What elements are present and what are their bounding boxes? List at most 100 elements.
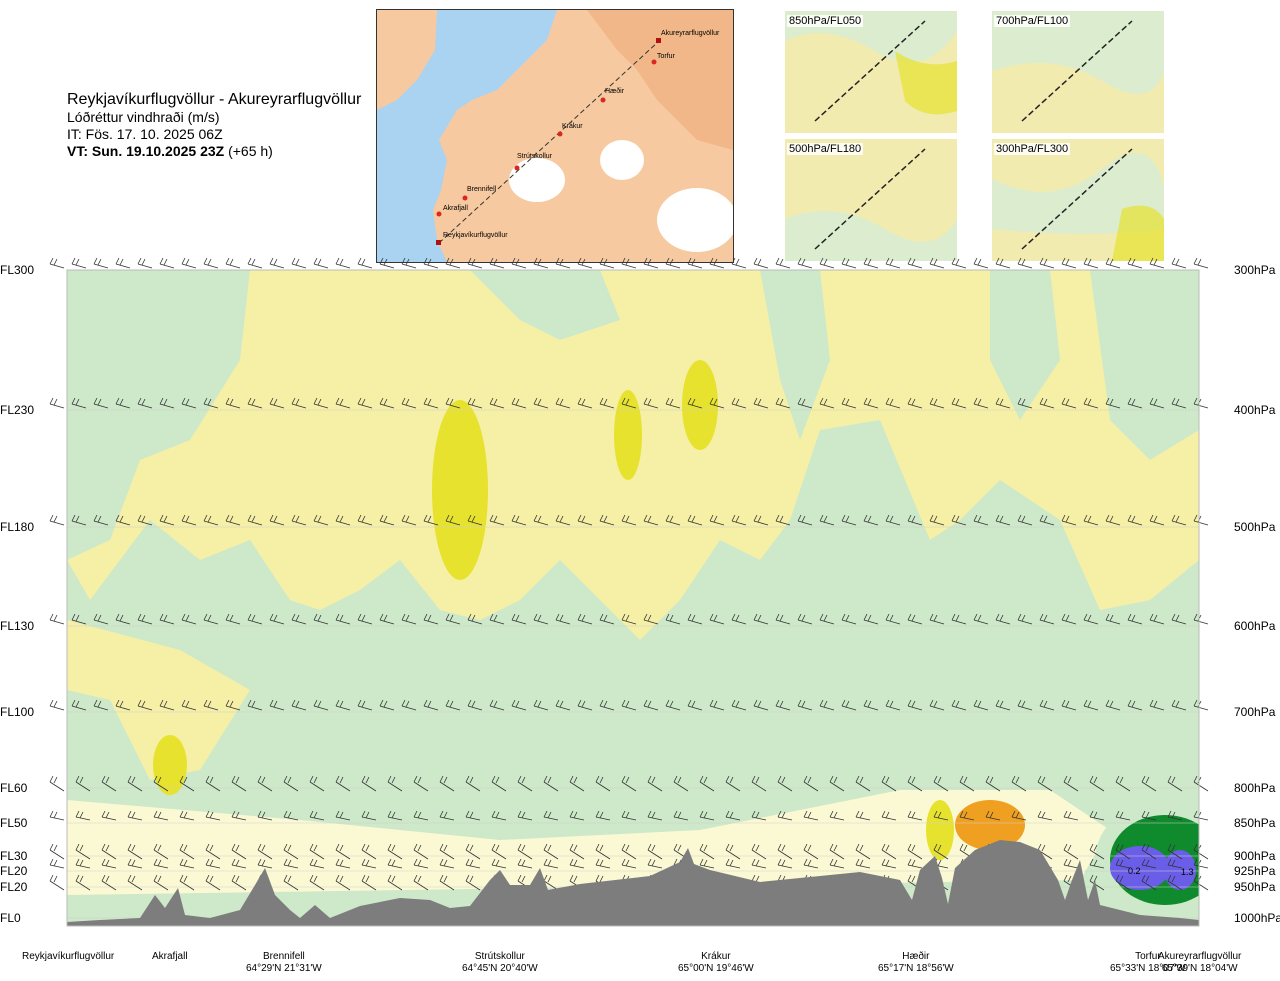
wind-barb <box>465 858 481 869</box>
wind-barb <box>247 613 263 625</box>
wind-barb <box>1171 613 1187 625</box>
wind-barb <box>93 613 109 625</box>
wind-barb <box>973 257 989 269</box>
wind-barb <box>1061 257 1077 269</box>
fl-label-8: FL20 <box>0 864 28 878</box>
wind-barb <box>283 858 299 869</box>
wind-barb <box>257 775 273 792</box>
tongue4 <box>990 270 1060 420</box>
wind-barb <box>599 699 615 711</box>
wind-barb <box>709 699 725 711</box>
wind-barb <box>1039 613 1055 625</box>
wind-barb <box>555 257 571 269</box>
fl-label-9: FL20 <box>0 880 28 894</box>
wind-barb <box>1039 699 1055 711</box>
wind-barb <box>995 257 1011 269</box>
wind-barb <box>881 858 897 869</box>
wind-barb <box>595 843 611 860</box>
wind-barb <box>413 874 429 891</box>
contour-label-1: 0.2 <box>1128 866 1141 876</box>
wind-barb <box>445 257 461 269</box>
location-brennifell: Brennifell 64°29'N 21°31'W <box>246 951 322 974</box>
wind-barb <box>291 699 307 711</box>
wind-barb <box>203 613 219 625</box>
wind-barb <box>951 514 967 526</box>
wind-barb <box>71 397 87 409</box>
wind-barb <box>1063 858 1079 869</box>
wind-barb <box>71 613 87 625</box>
wind-barb <box>181 397 197 409</box>
wind-barb <box>753 257 769 269</box>
thumb-700-label: 700hPa/FL100 <box>994 15 1071 27</box>
wind-barb <box>699 775 715 792</box>
wind-barb <box>775 257 791 269</box>
wind-barb <box>1061 613 1077 625</box>
wind-barb <box>555 397 571 409</box>
wind-barb <box>665 699 681 711</box>
wind-barb <box>1011 775 1027 792</box>
wind-barb <box>361 874 377 891</box>
map-label-haedir: Hæðir <box>605 88 625 95</box>
wind-barb <box>577 514 593 526</box>
wind-barb <box>1149 397 1165 409</box>
wind-barb <box>725 775 741 792</box>
thumb-500-map <box>785 139 957 261</box>
wind-barb <box>489 699 505 711</box>
wind-barb <box>313 514 329 526</box>
wind-barb <box>357 699 373 711</box>
wind-barb <box>335 397 351 409</box>
wind-barb <box>1061 514 1077 526</box>
wind-barb <box>577 699 593 711</box>
wind-barb <box>387 810 403 821</box>
wind-barb <box>179 775 195 792</box>
wind-barb <box>881 810 897 821</box>
wind-barb <box>467 699 483 711</box>
wind-barb <box>115 397 131 409</box>
wind-barb <box>511 699 527 711</box>
p-label-1: 400hPa <box>1234 403 1276 417</box>
wind-barb <box>621 397 637 409</box>
wind-barb <box>751 858 767 869</box>
wind-barb <box>283 843 299 860</box>
wind-barb <box>775 699 791 711</box>
ring3 <box>1110 846 1170 890</box>
wind-barb <box>439 810 455 821</box>
wind-barb <box>491 810 507 821</box>
wind-barb <box>423 699 439 711</box>
wind-barb <box>153 810 169 821</box>
wind-barb <box>1115 858 1131 869</box>
wind-barb <box>75 775 91 792</box>
wind-barb <box>357 397 373 409</box>
p-label-0: 300hPa <box>1234 263 1276 277</box>
wind-barb <box>621 514 637 526</box>
wind-barb <box>731 699 747 711</box>
wind-barb <box>401 613 417 625</box>
wind-barb <box>1115 810 1131 821</box>
wind-barb <box>907 843 923 860</box>
wind-barb <box>71 514 87 526</box>
wind-barb <box>595 858 611 869</box>
wind-barb <box>93 257 109 269</box>
wind-barb <box>49 810 65 821</box>
wind-barb <box>731 514 747 526</box>
wind-barb <box>621 858 637 869</box>
wind-barb <box>907 810 923 821</box>
wind-barb <box>179 874 195 891</box>
wind-barb <box>423 257 439 269</box>
fl-label-3: FL130 <box>0 619 35 633</box>
band-low2 <box>67 790 1110 895</box>
wind-barb <box>1037 810 1053 821</box>
fl-label-4: FL100 <box>0 705 35 719</box>
wind-barb <box>153 858 169 869</box>
wind-barb <box>413 775 429 792</box>
wind-barb <box>621 699 637 711</box>
wind-barb <box>283 874 299 891</box>
wind-barb <box>137 699 153 711</box>
wind-barb <box>413 810 429 821</box>
wind-barb <box>247 257 263 269</box>
p-label-2: 500hPa <box>1234 520 1276 534</box>
wind-barb <box>907 699 923 711</box>
wind-barb <box>543 810 559 821</box>
wind-barb <box>797 514 813 526</box>
map-label-reykjavik: Reykjavíkurflugvöllur <box>443 232 508 239</box>
